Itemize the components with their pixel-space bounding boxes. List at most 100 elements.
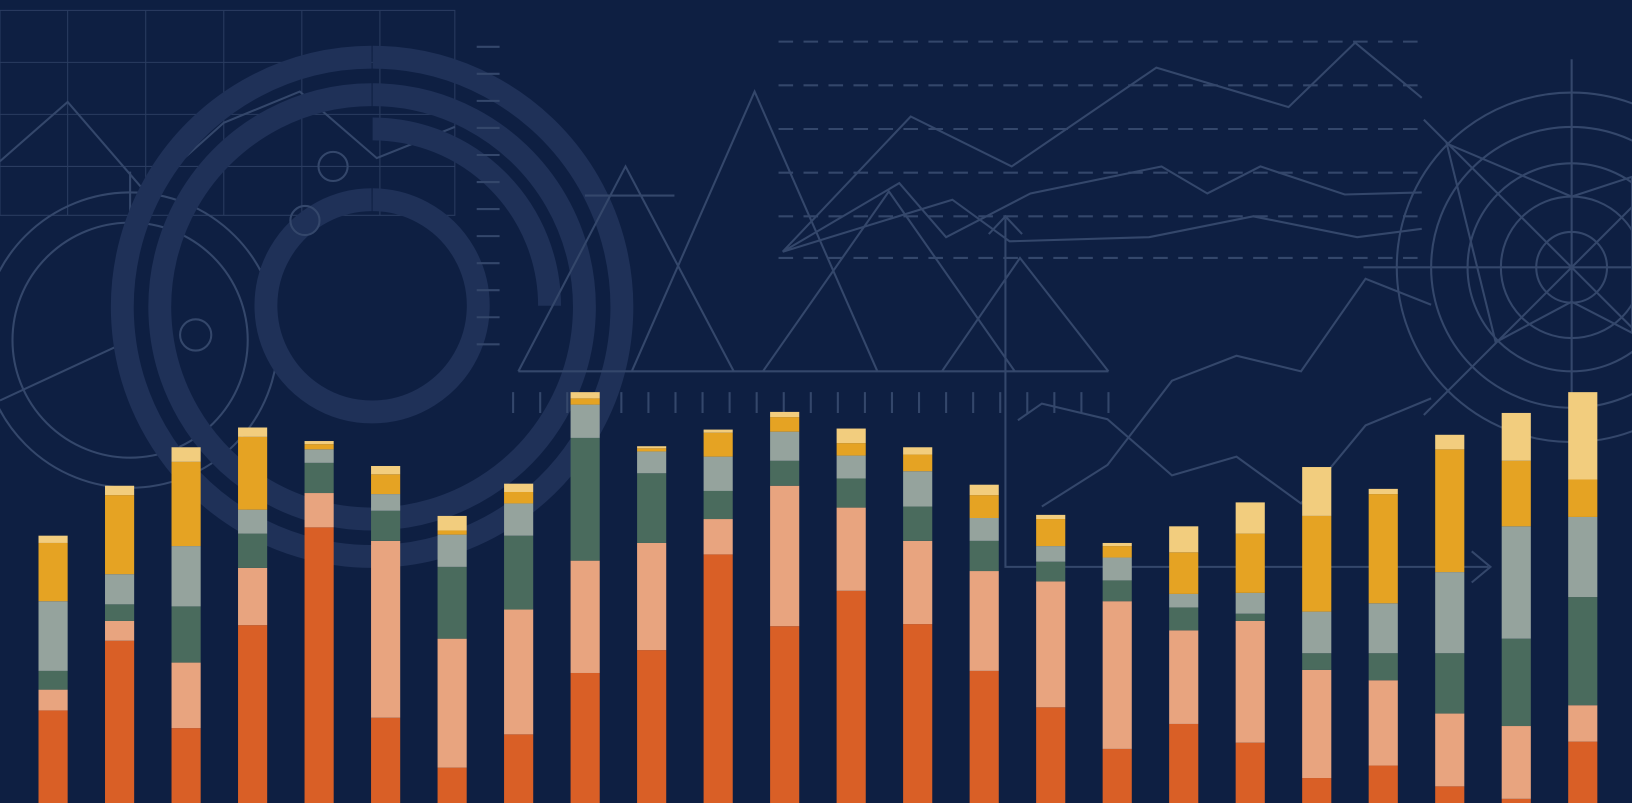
bar-segment	[371, 494, 400, 511]
bar-segment	[305, 441, 334, 444]
bar-segment	[837, 478, 866, 507]
bar-segment	[1369, 653, 1398, 680]
bar-segment	[1568, 480, 1597, 517]
bar-segment	[704, 433, 733, 457]
bar-segment	[438, 567, 467, 639]
bar-segment	[1302, 467, 1331, 516]
bar-segment	[305, 493, 334, 527]
bar-segment	[1103, 546, 1132, 557]
bar-segment	[1502, 526, 1531, 638]
bar-segment	[704, 519, 733, 554]
bar-segment	[238, 625, 267, 803]
bar-segment	[637, 446, 666, 448]
bar-segment	[571, 673, 600, 803]
bar-segment	[438, 516, 467, 531]
bar-segment	[1369, 680, 1398, 765]
bar-segment	[305, 527, 334, 803]
bar-segment	[1435, 449, 1464, 572]
bar-segment	[371, 474, 400, 494]
bar-segment	[970, 485, 999, 495]
bar-segment	[1369, 489, 1398, 494]
bar-segment	[1036, 546, 1065, 562]
bar-segment	[504, 536, 533, 610]
bar-segment	[903, 541, 932, 624]
bar-segment	[1502, 799, 1531, 803]
bar-segment	[637, 451, 666, 473]
bar-segment	[1036, 515, 1065, 519]
bar-segment	[903, 455, 932, 472]
bar-segment	[1369, 603, 1398, 653]
bar-segment	[238, 428, 267, 437]
bar-segment	[770, 461, 799, 486]
bar-segment	[172, 663, 201, 729]
bar-segment	[305, 463, 334, 493]
bar-segment	[105, 486, 134, 495]
bar-segment	[39, 536, 68, 543]
bar-segment	[903, 507, 932, 541]
bar-segment	[1169, 526, 1198, 552]
bar-segment	[1502, 461, 1531, 527]
bar-segment	[637, 543, 666, 650]
bar-segment	[504, 492, 533, 503]
bar-segment	[172, 546, 201, 606]
bar-segment	[571, 561, 600, 673]
bar-segment	[504, 734, 533, 803]
bar-segment	[1236, 614, 1265, 621]
bar-segment	[172, 462, 201, 546]
bar-segment	[837, 429, 866, 444]
bar-segment	[1236, 621, 1265, 743]
bar-segment	[903, 471, 932, 506]
bar-segment	[1435, 435, 1464, 450]
bar-segment	[704, 457, 733, 491]
bar-segment	[172, 447, 201, 462]
bar-segment	[1568, 742, 1597, 803]
bar-segment	[105, 495, 134, 574]
bar-segment	[172, 728, 201, 803]
bar-segment	[704, 430, 733, 433]
bar-segment	[1036, 707, 1065, 803]
bar-segment	[1169, 552, 1198, 594]
bar-segment	[770, 486, 799, 626]
bar-segment	[504, 503, 533, 535]
bar-segment	[238, 510, 267, 534]
bar-segment	[39, 690, 68, 711]
bar-segment	[1369, 494, 1398, 603]
bar-segment	[438, 535, 467, 567]
bar-segment	[504, 484, 533, 492]
bar-segment	[438, 530, 467, 534]
bar-segment	[1103, 543, 1132, 546]
bar-segment	[1103, 601, 1132, 749]
bar-segment	[1302, 612, 1331, 654]
bar-segment	[1435, 786, 1464, 803]
bar-segment	[238, 534, 267, 568]
bar-segment	[1103, 558, 1132, 581]
bar-segment	[1236, 743, 1265, 803]
bar-segment	[1568, 705, 1597, 741]
bar-segment	[1302, 778, 1331, 803]
bar-segment	[1036, 581, 1065, 707]
bar-segment	[305, 449, 334, 463]
bar-segment	[1036, 562, 1065, 582]
bar-segment	[704, 491, 733, 519]
bar-segment	[1502, 726, 1531, 799]
bar-segment	[571, 398, 600, 404]
bar-segment	[1236, 593, 1265, 614]
bar-segment	[1435, 653, 1464, 713]
bar-segment	[1236, 502, 1265, 533]
bar-segment	[1302, 670, 1331, 778]
bar-segment	[770, 432, 799, 461]
bar-segment	[770, 412, 799, 417]
bar-segment	[1169, 607, 1198, 630]
page: (() => { const data = JSON.parse(documen…	[0, 0, 1632, 803]
bar-segment	[1302, 653, 1331, 670]
bar-segment	[903, 447, 932, 454]
bar-segment	[637, 473, 666, 543]
bar-segment	[1435, 714, 1464, 787]
bar-segment	[970, 541, 999, 571]
bar-segment	[105, 641, 134, 803]
bar-segment	[1502, 413, 1531, 461]
bar-segment	[837, 591, 866, 803]
bar-segment	[371, 511, 400, 541]
bar-segment	[1103, 580, 1132, 601]
bar-segment	[1568, 392, 1597, 479]
